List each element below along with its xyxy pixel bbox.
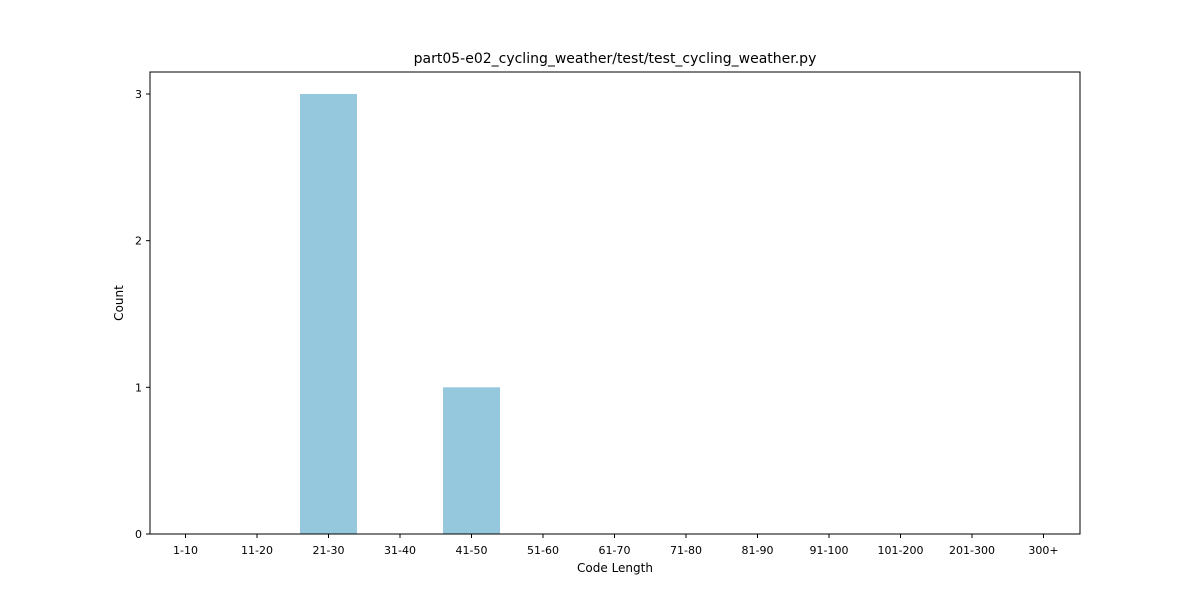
x-tick-label: 31-40 — [384, 544, 416, 557]
x-tick-label: 61-70 — [599, 544, 631, 557]
bar-21-30 — [300, 94, 357, 534]
x-tick-label: 11-20 — [241, 544, 273, 557]
x-tick-label: 71-80 — [670, 544, 702, 557]
chart-title: part05-e02_cycling_weather/test/test_cyc… — [414, 51, 817, 67]
bars-group — [300, 94, 500, 534]
y-axis-ticks: 0 1 2 3 — [135, 88, 150, 541]
x-tick-label: 51-60 — [527, 544, 559, 557]
x-tick-label: 101-200 — [878, 544, 924, 557]
y-tick-label: 3 — [135, 88, 142, 101]
bar-41-50 — [443, 387, 500, 534]
x-tick-label: 300+ — [1028, 544, 1058, 557]
y-tick-label: 0 — [135, 528, 142, 541]
y-axis-label: Count — [112, 285, 126, 321]
plot-frame — [149, 71, 1081, 535]
y-tick-label: 2 — [135, 235, 142, 248]
x-tick-label: 41-50 — [456, 544, 488, 557]
x-tick-label: 81-90 — [742, 544, 774, 557]
x-tick-label: 201-300 — [949, 544, 995, 557]
x-tick-label: 1-10 — [173, 544, 198, 557]
x-axis-label: Code Length — [577, 561, 653, 575]
y-tick-label: 1 — [135, 381, 142, 394]
x-tick-label: 21-30 — [313, 544, 345, 557]
x-axis-ticks: 1-10 11-20 21-30 31-40 41-50 51-60 61-70 71-80 8… — [173, 534, 1059, 557]
x-tick-label: 91-100 — [810, 544, 849, 557]
